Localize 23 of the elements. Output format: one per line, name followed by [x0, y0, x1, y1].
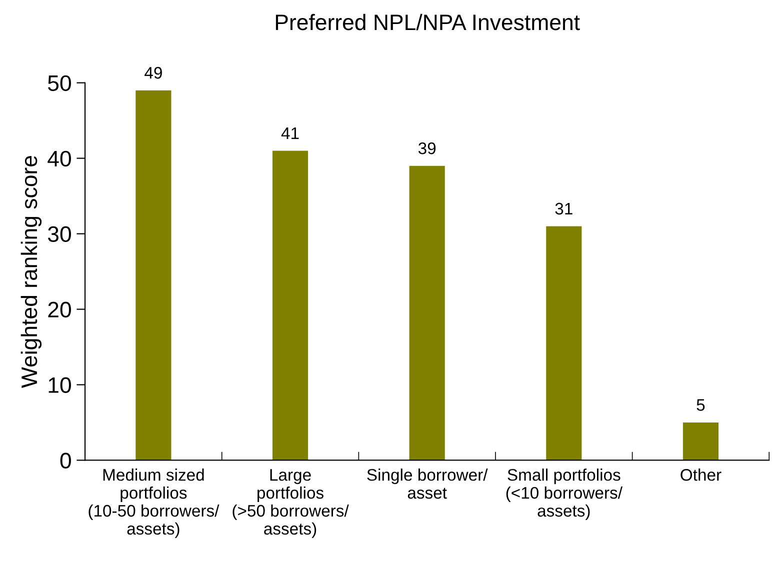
data-label: 41: [281, 127, 299, 139]
x-tick-label: Single borrower/ asset: [367, 468, 488, 499]
y-tick-label: 50: [48, 75, 71, 92]
chart-title: Preferred NPL/NPA Investment: [276, 14, 580, 30]
bar: [272, 150, 308, 460]
bar: [409, 166, 445, 460]
y-axis-title: Weighted ranking score: [20, 156, 42, 388]
data-label: 5: [696, 399, 705, 411]
x-tick-label: Other: [680, 468, 722, 481]
data-label: 49: [144, 66, 162, 79]
x-tick-label: Medium sized portfolios (10-50 borrowers/ assets): [88, 468, 220, 538]
x-tick-label: Small portfolios (<10 borrowers/ assets): [506, 468, 622, 520]
data-label: 31: [555, 202, 572, 215]
bar: [682, 422, 719, 460]
bar: [136, 90, 172, 460]
bar: [546, 226, 582, 460]
data-label: 39: [418, 142, 436, 154]
x-tick-label: Large portfolios (>50 borrowers/ assets): [232, 469, 349, 538]
y-tick-label: 0: [60, 452, 71, 468]
y-tick-label: 30: [48, 226, 71, 242]
y-tick-label: 40: [48, 150, 71, 167]
y-tick-label: 10: [48, 377, 71, 394]
y-tick-label: 20: [48, 302, 71, 318]
